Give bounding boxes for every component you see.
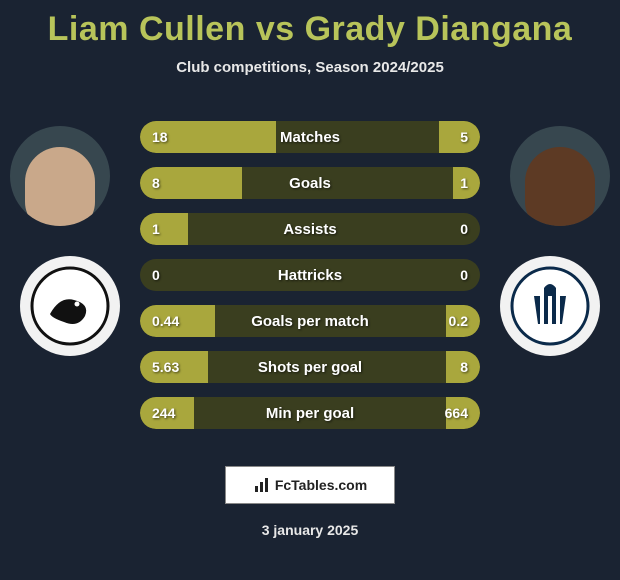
player-left-photo	[10, 126, 110, 226]
stat-row: 1 0Assists	[140, 213, 480, 245]
stat-value-left: 244	[152, 397, 175, 429]
stat-row: 0.440.2Goals per match	[140, 305, 480, 337]
club-badge-right	[500, 256, 600, 356]
title-player-right: Grady Diangana	[305, 10, 573, 48]
stat-row: 244664Min per goal	[140, 397, 480, 429]
stat-row: 5.638Shots per goal	[140, 351, 480, 383]
brand-text: FcTables.com	[275, 477, 367, 493]
brand-badge: FcTables.com	[225, 466, 395, 504]
chart-icon	[253, 476, 271, 494]
stat-value-left: 1	[152, 213, 160, 245]
face-icon	[525, 147, 595, 226]
player-right-photo	[510, 126, 610, 226]
face-icon	[25, 147, 95, 226]
stat-bars: 185Matches81Goals10Assists00Hattricks0.4…	[140, 121, 480, 429]
club-badge-left	[20, 256, 120, 356]
stat-label: Hattricks	[140, 259, 480, 291]
stat-value-left: 0.44	[152, 305, 179, 337]
stat-value-right: 8	[460, 351, 468, 383]
wba-badge-icon	[510, 266, 590, 346]
title-player-left: Liam Cullen	[48, 10, 246, 48]
footer-date: 3 january 2025	[0, 522, 620, 538]
page-title: Liam Cullen vs Grady Diangana	[0, 0, 620, 49]
stat-value-left: 18	[152, 121, 168, 153]
title-vs: vs	[256, 10, 295, 48]
comparison-panel: 185Matches81Goals10Assists00Hattricks0.4…	[0, 106, 620, 446]
stat-label: Assists	[140, 213, 480, 245]
stat-value-left: 8	[152, 167, 160, 199]
stat-row: 0 0Hattricks	[140, 259, 480, 291]
swansea-badge-icon	[30, 266, 110, 346]
stat-value-right: 664	[445, 397, 468, 429]
stat-value-left: 5.63	[152, 351, 179, 383]
stat-value-right: 0.2	[449, 305, 468, 337]
stat-value-right: 0	[460, 259, 468, 291]
stat-row: 185Matches	[140, 121, 480, 153]
stat-value-right: 1	[460, 167, 468, 199]
stat-value-left: 0	[152, 259, 160, 291]
bar-fill-left	[140, 213, 188, 245]
stat-row: 81Goals	[140, 167, 480, 199]
subtitle: Club competitions, Season 2024/2025	[0, 59, 620, 76]
stat-value-right: 0	[460, 213, 468, 245]
stat-value-right: 5	[460, 121, 468, 153]
